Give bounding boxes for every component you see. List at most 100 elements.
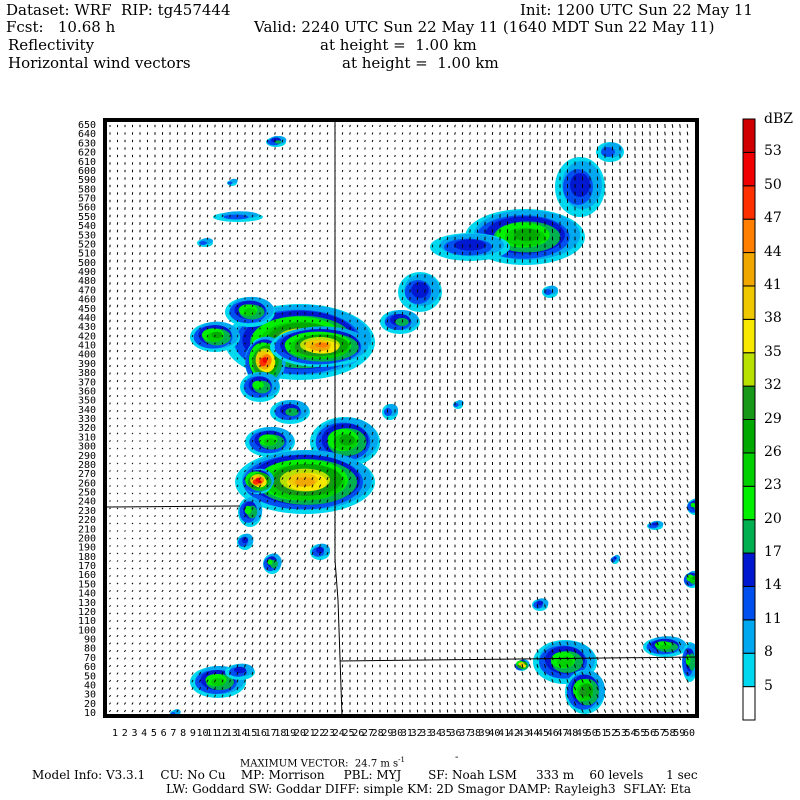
x-tick-label: 3	[131, 728, 137, 739]
y-tick-label: 10	[84, 708, 96, 719]
reflectivity-cell	[230, 178, 238, 184]
x-tick-label: 56	[644, 728, 656, 739]
colorbar-label: 23	[764, 477, 782, 494]
x-tick-label: 49	[576, 728, 588, 739]
colorbar-segment	[742, 452, 756, 487]
boundary-line	[339, 656, 698, 662]
x-tick-label: 11	[206, 728, 218, 739]
y-tick-label: 470	[78, 285, 96, 296]
x-tick-label: 12	[216, 728, 228, 739]
x-tick-label: 55	[634, 728, 646, 739]
x-tick-label: 59	[673, 728, 685, 739]
reflectivity-cell	[688, 653, 696, 671]
x-tick-label: 20	[294, 728, 306, 739]
x-tick-label: 50	[586, 728, 598, 739]
x-tick-label: 5	[151, 728, 157, 739]
reflectivity-cell	[536, 600, 544, 606]
y-tick-label: 510	[78, 249, 96, 260]
x-tick-label: 16	[255, 728, 267, 739]
y-tick-label: 370	[78, 377, 96, 388]
y-tick-label: 590	[78, 175, 96, 186]
colorbar-label: 26	[764, 443, 782, 460]
colorbar-segment	[742, 419, 756, 454]
reflectivity-cell	[262, 357, 268, 363]
x-tick-label: 14	[235, 728, 247, 739]
x-tick-label: 44	[527, 728, 539, 739]
x-tick-label: 25	[342, 728, 354, 739]
reflectivity-cell	[411, 282, 429, 298]
colorbar-segment	[742, 485, 756, 521]
x-tick-label: 27	[362, 728, 374, 739]
y-axis-ticks: 1020304050607080901001101201301401501601…	[78, 120, 96, 719]
y-tick-label: 430	[78, 322, 96, 333]
reflectivity-cell	[252, 380, 264, 390]
colorbar-label: 20	[764, 510, 782, 527]
x-tick-label: 36	[449, 728, 461, 739]
y-tick-label: 410	[78, 341, 96, 352]
y-tick-label: 540	[78, 221, 96, 232]
boundary-line	[334, 120, 343, 717]
y-tick-label: 200	[78, 533, 96, 544]
y-tick-label: 260	[78, 478, 96, 489]
colorbar-label: 29	[764, 410, 782, 427]
y-tick-label: 230	[78, 506, 96, 517]
x-tick-label: 9	[190, 728, 196, 739]
reflectivity-cell	[570, 173, 590, 197]
reflectivity-cell	[274, 140, 282, 144]
y-tick-label: 340	[78, 405, 96, 416]
y-tick-label: 120	[78, 607, 96, 618]
y-tick-label: 440	[78, 313, 96, 324]
y-tick-label: 530	[78, 230, 96, 241]
colorbar-label: 47	[764, 210, 782, 227]
x-tick-label: 38	[469, 728, 481, 739]
colorbar-label: 5	[764, 677, 773, 694]
x-tick-label: 58	[664, 728, 676, 739]
y-tick-label: 300	[78, 442, 96, 453]
colorbar-segment	[742, 151, 756, 187]
reflectivity-cell	[234, 666, 246, 674]
colorbar-label: 14	[764, 577, 782, 594]
x-tick-label: 45	[537, 728, 549, 739]
y-tick-label: 500	[78, 258, 96, 269]
y-tick-label: 50	[84, 671, 96, 682]
y-tick-label: 400	[78, 350, 96, 361]
x-tick-label: 53	[615, 728, 627, 739]
reflectivity-cell	[579, 687, 587, 697]
x-tick-label: 46	[547, 728, 559, 739]
y-tick-label: 210	[78, 524, 96, 535]
reflectivity-cell	[295, 477, 315, 487]
y-tick-label: 380	[78, 368, 96, 379]
x-tick-label: 39	[479, 728, 491, 739]
x-tick-label: 17	[265, 728, 277, 739]
y-tick-label: 110	[78, 616, 96, 627]
colorbar-segment	[742, 552, 756, 587]
colorbar-segment	[742, 285, 756, 320]
y-tick-label: 150	[78, 579, 96, 590]
x-tick-label: 21	[304, 728, 316, 739]
colorbar-segment	[742, 652, 756, 688]
x-tick-label: 10	[197, 728, 209, 739]
colorbar-segment	[742, 686, 756, 721]
x-tick-label: 32	[411, 728, 423, 739]
x-tick-label: 15	[245, 728, 257, 739]
y-tick-label: 520	[78, 239, 96, 250]
y-tick-label: 310	[78, 432, 96, 443]
reflectivity-cell	[557, 656, 573, 668]
reflectivity-cell	[384, 408, 392, 416]
x-tick-label: 33	[420, 728, 432, 739]
reflectivity-cell	[244, 505, 252, 515]
y-tick-label: 580	[78, 184, 96, 195]
boundary-line	[104, 505, 241, 508]
colorbar-label: 17	[764, 544, 782, 561]
y-tick-label: 560	[78, 203, 96, 214]
x-tick-label: 24	[333, 728, 345, 739]
field2-name: Horizontal wind vectors	[8, 54, 191, 72]
y-tick-label: 320	[78, 423, 96, 434]
y-tick-label: 460	[78, 295, 96, 306]
max-vector-label: MAXIMUM VECTOR: 24.7 m s-1	[240, 756, 405, 770]
x-tick-label: 37	[459, 728, 471, 739]
colorbar-segment	[742, 385, 756, 421]
x-tick-label: 29	[381, 728, 393, 739]
colorbar-label: 38	[764, 310, 782, 327]
boundary-lines	[104, 120, 698, 717]
